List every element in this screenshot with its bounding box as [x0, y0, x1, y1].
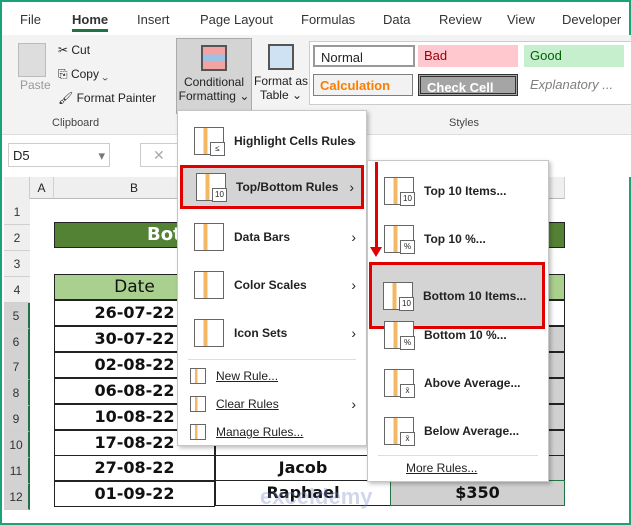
row-header-5[interactable]: 5: [4, 302, 30, 329]
style-normal[interactable]: Normal: [313, 45, 415, 67]
top-10-items-icon: 10: [384, 177, 415, 206]
ribbon: Paste ✂ Cut ⎘ Copy ⌄ 🖌 Format Painter Cl…: [2, 35, 631, 135]
top-10-icon: %: [384, 225, 415, 254]
tab-review[interactable]: Review: [439, 12, 482, 27]
new-rule--icon: [190, 368, 206, 384]
conditional-formatting-icon: [201, 45, 227, 71]
cut-button[interactable]: ✂ Cut: [58, 43, 91, 57]
bottom-10-items-icon: 10: [383, 281, 414, 311]
more-rules[interactable]: More Rules...: [406, 461, 478, 475]
tab-insert[interactable]: Insert: [137, 12, 170, 27]
name-cell[interactable]: Jacob: [215, 455, 391, 481]
icon-sets-icon: [194, 319, 224, 347]
style-explanatory[interactable]: Explanatory ...: [530, 77, 614, 92]
amount-cell[interactable]: $350: [390, 480, 565, 506]
format-painter-button[interactable]: 🖌 Format Painter: [58, 91, 156, 105]
cf-label-1: Conditional: [183, 75, 245, 89]
row-header-6[interactable]: 6: [4, 328, 30, 355]
row-header-10[interactable]: 10: [4, 432, 30, 459]
clear-rules-icon: [190, 396, 206, 412]
submenu-item-bottom-10-items-[interactable]: 10 Bottom 10 Items...: [369, 262, 545, 329]
manage-rules--icon: [190, 424, 206, 440]
fat-label-1: Format as: [254, 74, 309, 88]
row-header-12[interactable]: 12: [4, 483, 30, 510]
menu-item-highlight-cells-rules[interactable]: ≤ Highlight Cells Rules ›: [178, 119, 366, 163]
top-bottom-submenu: 10 Top 10 Items...% Top 10 %... 10 Bottom 10…: [367, 160, 549, 482]
date-cell[interactable]: 27-08-22: [54, 455, 215, 482]
copy-button[interactable]: ⎘ Copy ⌄: [58, 67, 108, 81]
style-check-cell[interactable]: Check Cell: [418, 74, 518, 96]
date-cell[interactable]: 01-09-22: [54, 481, 215, 508]
tab-formulas[interactable]: Formulas: [301, 12, 356, 27]
top-bottom-rules-icon: 10: [196, 173, 227, 202]
style-good[interactable]: Good: [524, 45, 624, 67]
below-average-icon: x̄: [384, 417, 415, 446]
submenu-item-bottom-10-[interactable]: % Bottom 10 %...: [368, 313, 548, 357]
row-header-1[interactable]: 1: [4, 199, 30, 225]
above-average-icon: x̄: [384, 369, 415, 398]
clipboard-group-label: Clipboard: [52, 117, 100, 129]
tab-developer[interactable]: Developer: [562, 12, 622, 27]
tab-view[interactable]: View: [507, 12, 535, 27]
bottom-10-icon: %: [384, 321, 415, 350]
color-scales-icon: [194, 271, 224, 299]
arrow-head-icon: [370, 247, 382, 257]
menu-item-color-scales[interactable]: Color Scales ›: [178, 263, 366, 307]
data-bars-icon: [194, 223, 224, 251]
menu-item-clear-rules[interactable]: Clear Rules ›: [178, 391, 366, 417]
row-header-4[interactable]: 4: [4, 276, 30, 303]
paste-icon: [18, 43, 46, 77]
tab-data[interactable]: Data: [383, 12, 411, 27]
paste-button[interactable]: Paste: [20, 78, 51, 92]
tab-file[interactable]: File: [20, 12, 41, 27]
menu-item-data-bars[interactable]: Data Bars ›: [178, 215, 366, 259]
submenu-item-above-average-[interactable]: x̄ Above Average...: [368, 361, 548, 405]
conditional-formatting-button[interactable]: Conditional Formatting ⌄: [176, 38, 252, 114]
arrow-line: [375, 162, 378, 250]
highlight-cells-rules-icon: ≤: [194, 127, 225, 156]
cf-label-2: Formatting ⌄: [178, 89, 250, 103]
column-header-a[interactable]: A: [30, 177, 54, 199]
style-calculation[interactable]: Calculation: [313, 74, 413, 96]
format-as-table-button[interactable]: Format as Table ⌄: [254, 38, 308, 102]
row-header-2[interactable]: 2: [4, 224, 30, 251]
submenu-item-top-10-[interactable]: % Top 10 %...: [368, 217, 548, 261]
style-bad[interactable]: Bad: [418, 45, 518, 67]
styles-group-label: Styles: [449, 117, 479, 129]
menu-item-icon-sets[interactable]: Icon Sets ›: [178, 311, 366, 355]
tab-page-layout[interactable]: Page Layout: [200, 12, 274, 27]
fat-label-2: Table ⌄: [259, 88, 303, 102]
row-header-8[interactable]: 8: [4, 380, 30, 407]
select-all-button[interactable]: [4, 177, 30, 199]
conditional-formatting-menu: ≤ Highlight Cells Rules › 10 Top/Bottom Rule…: [177, 110, 367, 446]
submenu-item-below-average-[interactable]: x̄ Below Average...: [368, 409, 548, 453]
row-header-11[interactable]: 11: [4, 458, 30, 484]
tab-home[interactable]: Home: [72, 12, 109, 32]
menu-item-manage-rules-[interactable]: Manage Rules...: [178, 419, 366, 445]
format-as-table-icon: [268, 44, 294, 70]
row-header-7[interactable]: 7: [4, 354, 30, 381]
submenu-item-top-10-items-[interactable]: 10 Top 10 Items...: [368, 169, 548, 213]
menu-item-new-rule-[interactable]: New Rule...: [178, 363, 366, 389]
cancel-formula-icon[interactable]: ✕: [140, 143, 180, 167]
menu-item-top-bottom-rules[interactable]: 10 Top/Bottom Rules ›: [180, 165, 364, 209]
name-box[interactable]: D5 ▾: [8, 143, 110, 167]
watermark: exceldemy: [260, 484, 373, 509]
row-header-3[interactable]: 3: [4, 250, 30, 277]
row-header-9[interactable]: 9: [4, 406, 30, 433]
